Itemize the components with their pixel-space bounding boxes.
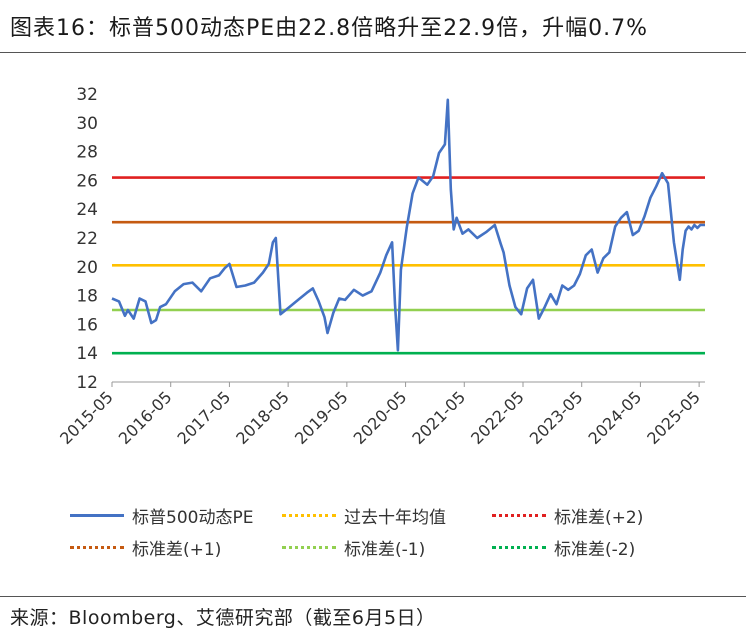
- x-tick-label: 2022-05: [467, 387, 528, 448]
- legend-item-plus2: 标准差(+2): [492, 503, 644, 528]
- legend-label-plus2: 标准差(+2): [554, 507, 644, 528]
- pe-series: [111, 98, 705, 352]
- x-tick-label: 2024-05: [585, 387, 646, 448]
- y-tick-label-24: 24: [76, 200, 98, 220]
- legend-label-mean: 过去十年均值: [344, 507, 446, 528]
- y-tick-label-20: 20: [76, 258, 98, 278]
- legend-swatch-pe: [70, 513, 124, 517]
- footer-divider: [0, 596, 746, 597]
- x-tick-label: 2020-05: [350, 387, 411, 448]
- y-tick-label-32: 32: [76, 85, 98, 105]
- legend-item-pe: 标普500动态PE: [70, 503, 254, 528]
- x-tick-label: 2018-05: [232, 387, 293, 448]
- legend-item-plus1: 标准差(+1): [70, 535, 222, 560]
- y-tick-label-26: 26: [76, 171, 98, 191]
- legend-swatch-minus2: [492, 545, 546, 549]
- legend-item-minus2: 标准差(-2): [492, 535, 636, 560]
- x-tick-label: 2017-05: [174, 387, 235, 448]
- reference-lines: [112, 176, 705, 355]
- x-tick-label: 2025-05: [643, 387, 704, 448]
- legend-item-mean: 过去十年均值: [282, 503, 446, 528]
- y-tick-label-16: 16: [76, 315, 98, 335]
- legend-label-minus1: 标准差(-1): [344, 539, 426, 560]
- legend-label-minus2: 标准差(-2): [554, 539, 636, 560]
- legend: 标普500动态PE 过去十年均值 标准差(+2) 标准差(+1) 标准差(-1)…: [0, 500, 746, 570]
- legend-item-minus1: 标准差(-1): [282, 535, 426, 560]
- legend-swatch-mean: [282, 513, 336, 517]
- y-axis: 12 14 16 18 20 22 24 26 28 30 32: [76, 85, 98, 393]
- x-tick-label: 2019-05: [291, 387, 352, 448]
- source-note: 来源：Bloomberg、艾德研究部（截至6月5日）: [10, 607, 436, 629]
- y-tick-label-14: 14: [76, 344, 98, 364]
- title-bar: 图表16：标普500动态PE由22.8倍略升至22.9倍，升幅0.7%: [0, 0, 746, 52]
- x-tick-label: 2021-05: [408, 387, 469, 448]
- x-axis: 2015-052016-052017-052018-052019-052020-…: [56, 381, 705, 448]
- y-tick-label-18: 18: [76, 287, 98, 307]
- legend-swatch-minus1: [282, 545, 336, 549]
- legend-label-plus1: 标准差(+1): [132, 539, 222, 560]
- x-tick-label: 2015-05: [56, 387, 117, 448]
- y-tick-label-12: 12: [76, 373, 98, 393]
- legend-swatch-plus1: [70, 545, 124, 549]
- legend-label-pe: 标普500动态PE: [132, 507, 254, 528]
- legend-swatch-plus2: [492, 513, 546, 517]
- y-tick-label-22: 22: [76, 229, 98, 249]
- chart-title: 图表16：标普500动态PE由22.8倍略升至22.9倍，升幅0.7%: [10, 16, 649, 41]
- x-tick-label: 2016-05: [115, 387, 176, 448]
- x-tick-label: 2023-05: [526, 387, 587, 448]
- title-divider: [0, 52, 746, 53]
- y-tick-label-28: 28: [76, 143, 98, 163]
- pe-series-line: [111, 98, 705, 352]
- y-tick-label-30: 30: [76, 114, 98, 134]
